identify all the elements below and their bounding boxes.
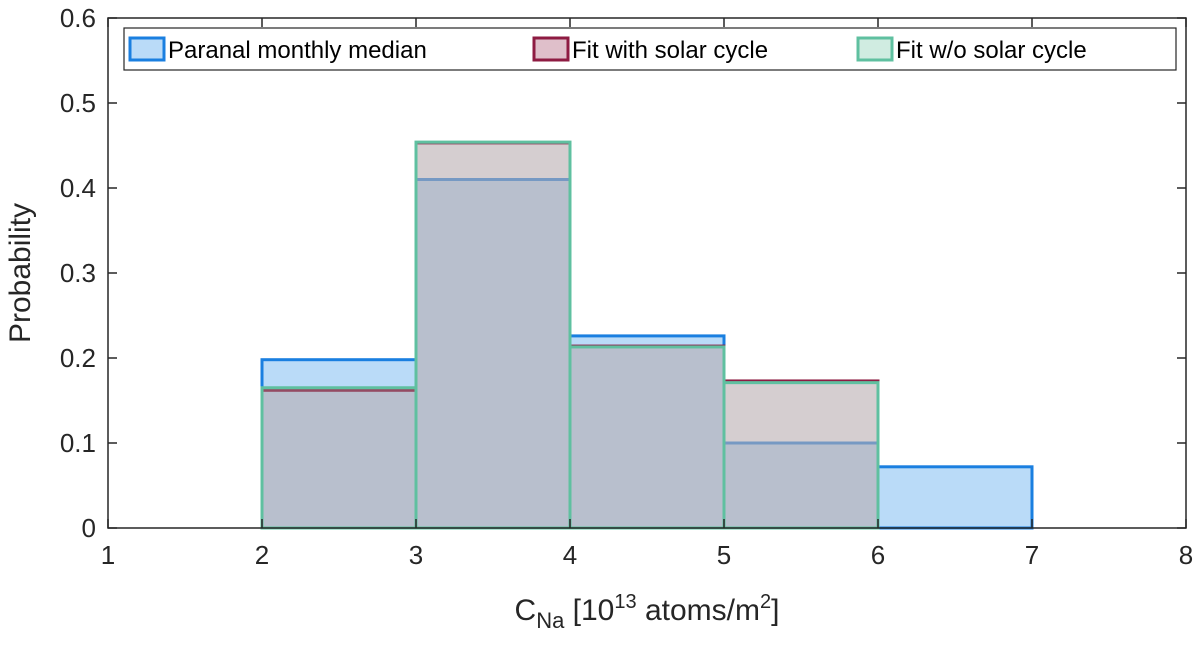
y-tick-label: 0.6 [60, 3, 96, 33]
x-tick-label: 1 [101, 540, 115, 570]
legend-label-0: Paranal monthly median [168, 37, 427, 64]
bar-series2-bin4 [722, 381, 880, 530]
x-tick-label: 6 [871, 540, 885, 570]
legend-label-2: Fit w/o solar cycle [896, 37, 1087, 64]
series-2 [260, 140, 880, 530]
y-tick-label: 0.4 [60, 173, 96, 203]
y-tick-label: 0.3 [60, 258, 96, 288]
x-label-closing: ] [771, 594, 779, 627]
x-tick-label: 7 [1025, 540, 1039, 570]
x-label-base: C [515, 594, 537, 627]
x-tick-label: 5 [717, 540, 731, 570]
legend-label-1: Fit with solar cycle [572, 37, 768, 64]
x-axis-label: CNa [1013 atoms/m2] [515, 591, 780, 633]
legend-swatch-2 [856, 36, 894, 62]
x-tick-label: 3 [409, 540, 423, 570]
x-label-post-exponent: atoms/m [637, 594, 760, 627]
legend-swatch-0 [128, 36, 166, 62]
x-label-pre-exponent: [10 [564, 594, 614, 627]
y-tick-label: 0.2 [60, 343, 96, 373]
legend-box [123, 27, 1177, 71]
bar-series2-bin3 [568, 345, 726, 530]
series-0 [260, 178, 1034, 530]
x-label-subscript: Na [536, 608, 565, 633]
y-axis-label: Probability [4, 203, 37, 343]
bar-series2-bin1 [260, 386, 418, 530]
y-tick-label: 0.5 [60, 88, 96, 118]
y-tick-label: 0 [82, 513, 96, 543]
x-tick-label: 8 [1179, 540, 1193, 570]
x-label-exponent2: 2 [760, 591, 771, 613]
bars-layer [260, 140, 1034, 530]
bar-series0-bin2 [414, 178, 572, 530]
x-tick-label: 4 [563, 540, 577, 570]
x-label-exponent: 13 [614, 591, 636, 613]
bar-series0-bin5 [876, 465, 1034, 530]
bar-series0-bin3 [568, 334, 726, 530]
legend: Paranal monthly median Fit with solar cyc… [123, 27, 1177, 71]
x-tick-label: 2 [255, 540, 269, 570]
legend-swatch-1 [532, 36, 570, 62]
bar-series2-bin2 [414, 140, 572, 530]
y-tick-label: 0.1 [60, 428, 96, 458]
ticks-layer: 1 2 3 4 5 6 7 8 0 0.1 0.2 0.3 0.4 0.5 0.6 [60, 3, 1193, 570]
